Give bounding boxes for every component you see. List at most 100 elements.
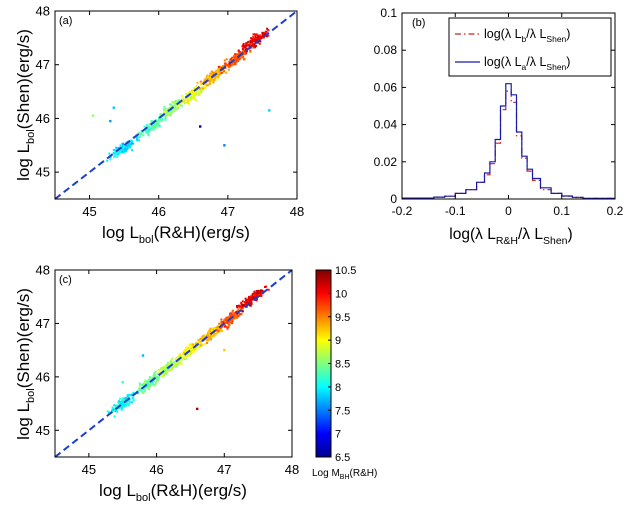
panel-a-point — [170, 111, 173, 114]
panel-a-point — [175, 108, 178, 111]
panel-a-point — [188, 102, 190, 105]
panel-a-point — [166, 113, 169, 116]
panel-c-point — [206, 341, 208, 344]
panel-c-point — [252, 293, 255, 296]
panel-a-point — [128, 146, 131, 149]
colorbar-tick-label: 7.5 — [335, 405, 350, 417]
panel-c-point — [207, 333, 210, 335]
panel-a-point — [218, 74, 221, 76]
panel-c-point — [207, 331, 210, 334]
panel-c-ytick-label: 47 — [36, 316, 50, 331]
panel-c-point — [164, 369, 167, 372]
panel-c-point — [253, 290, 256, 293]
panel-a-point — [265, 35, 268, 38]
panel-c-point — [183, 358, 186, 360]
panel-a-point — [210, 78, 213, 81]
panel-c-diagonal — [54, 269, 293, 458]
panel-a-point — [200, 83, 203, 86]
panel-c-point — [246, 301, 249, 304]
panel-a-point — [189, 97, 192, 100]
panel-a-point — [252, 36, 255, 38]
panel-c-point — [213, 333, 216, 336]
panel-c-point — [163, 365, 166, 368]
colorbar-tick-label: 7 — [335, 429, 341, 441]
panel-a-point — [131, 142, 133, 145]
panel-a-point — [123, 149, 126, 152]
panel-c-point — [158, 369, 161, 372]
panel-c-point — [155, 376, 158, 379]
panel-c-point — [166, 367, 169, 370]
panel-c-point — [217, 325, 220, 328]
panel-c-point — [249, 299, 252, 302]
panel-c-point — [234, 312, 237, 315]
panel-a-point — [176, 99, 179, 102]
panel-c-point — [190, 352, 193, 355]
panel-c-point — [148, 376, 151, 379]
panel-c-point — [219, 330, 222, 333]
panel-a-point — [242, 44, 245, 47]
panel-a-point — [172, 101, 175, 104]
panel-a-point — [243, 44, 246, 47]
panel-b-legend-box — [448, 17, 612, 77]
panel-c-point — [169, 369, 171, 372]
panel-c-point — [218, 328, 221, 331]
panel-c-point — [128, 401, 131, 403]
panel-c-point — [217, 329, 220, 332]
panel-a-ytick-label: 48 — [36, 4, 50, 19]
panel-c-point — [240, 307, 243, 310]
panel-c-point — [127, 404, 130, 407]
panel-a-point — [208, 79, 211, 82]
panel-c-point — [205, 334, 207, 336]
panel-a-point — [191, 89, 194, 92]
panel-c-point — [151, 378, 153, 381]
panel-a-point — [257, 37, 259, 40]
panel-c-point — [175, 365, 178, 368]
panel-c-point — [201, 336, 203, 338]
panel-c-point — [241, 303, 244, 306]
panel-c-point — [235, 316, 238, 319]
panel-a-point — [116, 155, 119, 158]
panel-c-ticks: 45 46 47 48 45 46 47 48 — [36, 263, 300, 478]
panel-a-point — [131, 149, 134, 152]
panel-b-ytick-label: 0 — [390, 192, 397, 206]
panel-a-point — [207, 75, 209, 78]
panel-a-point — [232, 57, 234, 60]
panel-c-point — [225, 326, 228, 329]
panel-c-point — [182, 350, 185, 353]
panel-c-point — [171, 357, 174, 360]
panel-a-point — [204, 86, 207, 89]
panel-a-point — [135, 137, 138, 139]
panel-c-point — [123, 405, 126, 408]
panel-a-point — [117, 147, 120, 149]
panel-a-point — [112, 149, 115, 152]
panel-c-point — [237, 315, 240, 318]
panel-c-point — [253, 294, 256, 297]
panel-c-point — [197, 346, 200, 349]
panel-c-point — [211, 334, 214, 337]
panel-a-point — [203, 80, 206, 83]
panel-c-point — [173, 363, 176, 366]
panel-c-point — [249, 295, 252, 298]
panel-c-point — [186, 353, 189, 356]
panel-a-point — [157, 122, 160, 125]
panel-a-point — [249, 50, 252, 53]
panel-a-point — [121, 147, 124, 150]
panel-c-point — [141, 383, 144, 386]
panel-c-point — [237, 308, 240, 311]
panel-a-point — [192, 88, 195, 91]
panel-c-point — [225, 316, 228, 319]
panel-a-point — [250, 37, 253, 40]
panel-c-point — [157, 372, 160, 375]
panel-c-point — [154, 381, 157, 384]
panel-a-point — [231, 62, 234, 65]
panel-a-point — [228, 64, 231, 67]
panel-a-point — [261, 35, 264, 38]
panel-c-point — [122, 397, 125, 400]
panel-c-point — [112, 407, 114, 410]
panel-c-point — [178, 361, 180, 364]
panel-c-point — [216, 325, 219, 328]
panel-a-point — [210, 72, 213, 75]
panel-c-point — [190, 349, 193, 352]
panel-a-point — [191, 96, 194, 99]
panel-a-point — [224, 64, 227, 67]
